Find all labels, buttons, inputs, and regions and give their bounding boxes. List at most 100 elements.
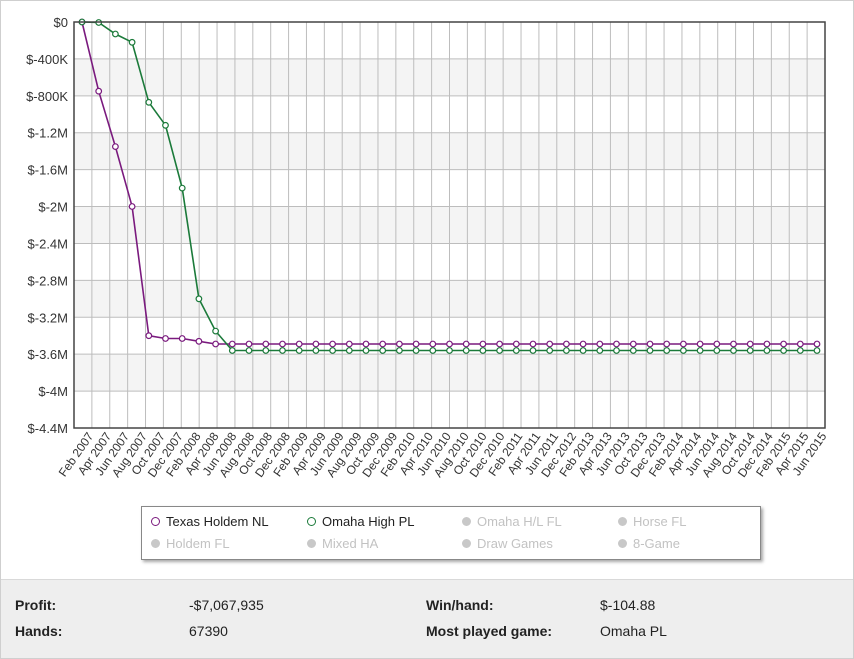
data-point[interactable] — [279, 340, 286, 348]
data-point[interactable] — [95, 87, 103, 95]
legend-item-omaha-high-pl[interactable]: Omaha High PL — [307, 513, 415, 531]
data-point[interactable] — [362, 340, 370, 348]
data-point[interactable] — [629, 347, 637, 354]
data-point[interactable] — [680, 347, 687, 354]
data-point[interactable] — [446, 347, 453, 354]
data-point[interactable] — [663, 340, 671, 348]
data-point[interactable] — [329, 340, 337, 348]
data-point[interactable] — [212, 340, 220, 348]
data-point[interactable] — [128, 203, 136, 210]
data-point[interactable] — [763, 347, 771, 354]
legend-item-mixed-ha[interactable]: Mixed HA — [307, 535, 378, 553]
data-point[interactable] — [529, 347, 537, 354]
data-point[interactable] — [345, 347, 353, 354]
data-point[interactable] — [162, 121, 169, 129]
data-point[interactable] — [546, 340, 554, 348]
data-point[interactable] — [195, 295, 203, 303]
legend-item-texas-holdem-nl[interactable]: Texas Holdem NL — [151, 513, 269, 531]
data-point[interactable] — [412, 340, 420, 348]
data-point[interactable] — [312, 340, 320, 348]
data-point[interactable] — [730, 340, 737, 348]
legend-label: Texas Holdem NL — [166, 514, 269, 529]
data-point[interactable] — [813, 340, 821, 348]
data-point[interactable] — [162, 335, 169, 342]
data-point[interactable] — [579, 340, 587, 348]
legend-item-draw-games[interactable]: Draw Games — [462, 535, 553, 553]
data-point[interactable] — [579, 347, 587, 354]
data-point[interactable] — [529, 340, 537, 348]
data-point[interactable] — [713, 340, 721, 348]
data-point[interactable] — [496, 340, 504, 348]
data-point[interactable] — [479, 347, 487, 354]
data-point[interactable] — [663, 347, 671, 354]
data-point[interactable] — [796, 340, 804, 348]
y-tick-label: $-1.2M — [28, 126, 68, 141]
data-point[interactable] — [780, 340, 787, 348]
data-point[interactable] — [145, 332, 153, 340]
data-point[interactable] — [379, 347, 387, 354]
data-point[interactable] — [462, 347, 470, 354]
data-point[interactable] — [613, 340, 620, 348]
data-point[interactable] — [329, 347, 337, 354]
legend-item-omaha-hl-fl[interactable]: Omaha H/L FL — [462, 513, 562, 531]
data-point[interactable] — [111, 30, 119, 38]
data-point[interactable] — [646, 347, 654, 354]
data-point[interactable] — [212, 327, 220, 335]
data-point[interactable] — [813, 347, 821, 354]
data-point[interactable] — [763, 340, 771, 348]
y-tick-label: $-4.4M — [28, 421, 68, 436]
data-point[interactable] — [713, 347, 721, 354]
data-point[interactable] — [379, 340, 387, 348]
data-point[interactable] — [312, 347, 320, 354]
data-point[interactable] — [446, 340, 453, 348]
data-point[interactable] — [730, 347, 737, 354]
data-point[interactable] — [680, 340, 687, 348]
data-point[interactable] — [245, 340, 253, 348]
data-point[interactable] — [178, 335, 186, 342]
data-point[interactable] — [512, 347, 520, 354]
data-point[interactable] — [345, 340, 353, 348]
data-point[interactable] — [796, 347, 804, 354]
data-point[interactable] — [512, 340, 520, 348]
data-point[interactable] — [613, 347, 620, 354]
data-point[interactable] — [696, 347, 704, 354]
data-point[interactable] — [563, 347, 570, 354]
data-point[interactable] — [496, 347, 504, 354]
legend-item-8-game[interactable]: 8-Game — [618, 535, 680, 553]
data-point[interactable] — [262, 347, 270, 354]
data-point[interactable] — [462, 340, 470, 348]
data-point[interactable] — [629, 340, 637, 348]
data-point[interactable] — [228, 340, 236, 348]
data-point[interactable] — [563, 340, 570, 348]
legend-item-horse-fl[interactable]: Horse FL — [618, 513, 686, 531]
data-point[interactable] — [295, 340, 303, 348]
data-point[interactable] — [145, 98, 153, 106]
data-point[interactable] — [479, 340, 487, 348]
y-tick-label: $-800K — [26, 89, 68, 104]
data-point[interactable] — [295, 347, 303, 354]
data-point[interactable] — [780, 347, 787, 354]
data-point[interactable] — [279, 347, 286, 354]
data-point[interactable] — [178, 184, 186, 192]
data-point[interactable] — [396, 340, 403, 348]
data-point[interactable] — [746, 347, 754, 354]
data-point[interactable] — [412, 347, 420, 354]
data-point[interactable] — [111, 143, 119, 151]
data-point[interactable] — [128, 38, 136, 46]
legend-item-holdem-fl[interactable]: Holdem FL — [151, 535, 230, 553]
profit-chart: $0 $-400K $-800K $-1.2M $-1.6M $-2M $-2.4M $-2.… — [26, 15, 830, 480]
data-point[interactable] — [546, 347, 554, 354]
data-point[interactable] — [696, 340, 704, 348]
data-point[interactable] — [195, 337, 203, 345]
data-point[interactable] — [429, 340, 437, 348]
data-point[interactable] — [746, 340, 754, 348]
data-point[interactable] — [396, 347, 403, 354]
data-point[interactable] — [362, 347, 370, 354]
data-point[interactable] — [245, 347, 253, 354]
data-point[interactable] — [596, 340, 604, 348]
data-point[interactable] — [596, 347, 604, 354]
data-point[interactable] — [646, 340, 654, 348]
data-point[interactable] — [429, 347, 437, 354]
data-point[interactable] — [262, 340, 270, 348]
data-point[interactable] — [228, 347, 236, 354]
